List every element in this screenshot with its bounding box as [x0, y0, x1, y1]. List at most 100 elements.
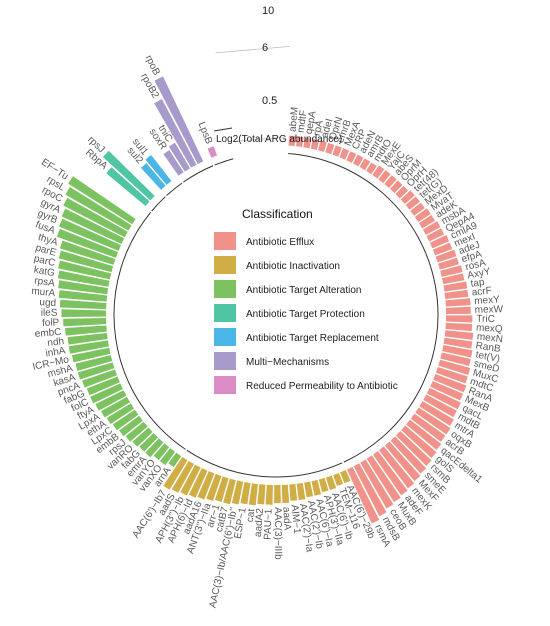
legend-swatch — [214, 304, 236, 322]
bar-OprM — [390, 180, 403, 194]
bar-ethA — [106, 403, 135, 424]
bar-aadA — [281, 484, 290, 504]
bar-qacEdelta1 — [406, 419, 442, 450]
bar-vanXO — [159, 448, 176, 466]
bar-AAC(6')−Ib — [325, 475, 337, 491]
gene-label: adeI — [320, 117, 336, 139]
scale-tick-label: 6 — [262, 42, 268, 54]
bar-adeF — [372, 451, 408, 496]
bar-acrB — [410, 413, 446, 442]
legend-label: Multi−Mechanisms — [246, 357, 329, 368]
gene-labels: abeMmdtFqepArpAadeIOprNemrBMexACRPadeNam… — [31, 54, 504, 609]
bar-MuxC — [438, 359, 471, 375]
bar-parE — [58, 250, 114, 273]
bar-vanYO — [153, 443, 170, 461]
bar-ugd — [59, 299, 107, 310]
bar-emrB — [332, 145, 342, 157]
bar-kasA — [77, 362, 115, 380]
legend-label: Antibiotic Inactivation — [246, 261, 340, 272]
bar-rpoB2 — [154, 99, 197, 168]
bar-ceoB — [360, 459, 394, 509]
bar-arr−1 — [214, 476, 229, 503]
bar-embC — [65, 325, 107, 336]
bar-cat — [248, 483, 258, 506]
bar-tet(G) — [405, 196, 420, 210]
bar-ftyA — [95, 390, 127, 411]
gene-label: mexQ — [476, 322, 504, 335]
bar-mexY — [445, 298, 471, 307]
gene-label: mexW — [475, 304, 504, 316]
bar-RbpA — [106, 167, 150, 207]
bar-adeI — [318, 140, 327, 152]
gene-label: abeM — [288, 106, 301, 132]
bar-sul1 — [145, 154, 172, 185]
bar-rpoC — [63, 197, 128, 238]
bar-oqxB — [415, 407, 451, 435]
bar-LpsB — [207, 146, 218, 158]
bar-AAC(6')−29b — [340, 470, 351, 484]
bar-RanB — [443, 337, 473, 349]
legend-item: Antibiotic Inactivation — [214, 256, 340, 274]
bar-LpxA — [100, 396, 131, 418]
bar-mexW — [445, 306, 471, 314]
bar-embB — [119, 415, 143, 437]
bar-mexK — [379, 446, 415, 489]
gene-label: aadA2 — [253, 507, 266, 537]
bar-mdsB — [353, 463, 387, 517]
bar-rsmB — [395, 431, 432, 466]
bar-fabG — [139, 432, 158, 452]
gene-label: inhA — [45, 345, 67, 359]
bar-qacL — [426, 387, 461, 410]
radial-scale: 0.5 6 10 Log2(Total ARG abundance) — [216, 5, 342, 145]
bar-ESP−1 — [240, 482, 251, 505]
legend-label: Reduced Permeability to Antibiotic — [246, 381, 398, 392]
legend-swatch — [214, 232, 236, 250]
bar-AAC(2')−Ia — [296, 482, 306, 501]
legend-item: Reduced Permeability to Antibiotic — [214, 376, 398, 394]
bar-smeD — [440, 352, 471, 367]
bar-mdtF — [295, 136, 304, 148]
legend-label: Antibiotic Target Replacement — [246, 333, 379, 344]
gene-label: RanB — [475, 340, 502, 355]
bar-TriC — [445, 315, 473, 323]
bar-tap — [443, 281, 468, 292]
bar-rpoB — [154, 76, 204, 165]
bar-rpsL — [65, 187, 132, 231]
gene-label: PAU−1 — [262, 508, 274, 540]
bar-folP — [63, 317, 107, 327]
gene-label: AxyY — [466, 266, 491, 281]
bar-pncA — [82, 369, 118, 388]
reference-line — [235, 136, 286, 142]
gene-label: tet(V) — [475, 349, 501, 365]
bar-rosA — [440, 265, 463, 277]
bar-ileS — [61, 309, 107, 318]
bar-smeE — [390, 436, 427, 474]
bar-APH(3')−IIa — [318, 477, 329, 493]
legend-swatch — [214, 328, 236, 346]
bar-msbA — [422, 221, 441, 235]
bar-mshA — [75, 355, 113, 371]
gene-label: AAC(3)−IIIb — [272, 507, 283, 560]
bar-tet(V) — [442, 345, 473, 358]
bar-EF−Tu — [68, 176, 136, 225]
gene-label: ESP−1 — [233, 506, 249, 539]
bar-OprN — [325, 142, 335, 155]
bar-amrB — [359, 158, 371, 171]
gene-label: rpA — [312, 119, 326, 137]
legend: Classification Antibiotic EffluxAntibiot… — [214, 207, 398, 394]
bar-AxyY — [441, 273, 465, 285]
bar-rpsJ — [102, 150, 155, 201]
gene-label: mexN — [476, 331, 503, 345]
gene-label: embC — [34, 327, 61, 340]
bar-gyrA — [61, 208, 125, 244]
gene-label: folP — [42, 317, 60, 329]
bar-QepA4 — [426, 228, 445, 242]
bar-mdtO — [366, 162, 377, 175]
legend-label: Antibiotic Target Alteration — [246, 285, 361, 296]
legend-swatch — [214, 376, 236, 394]
legend-item: Antibiotic Target Replacement — [214, 328, 379, 346]
legend-swatch — [214, 352, 236, 370]
bar-mtrA — [419, 401, 454, 426]
